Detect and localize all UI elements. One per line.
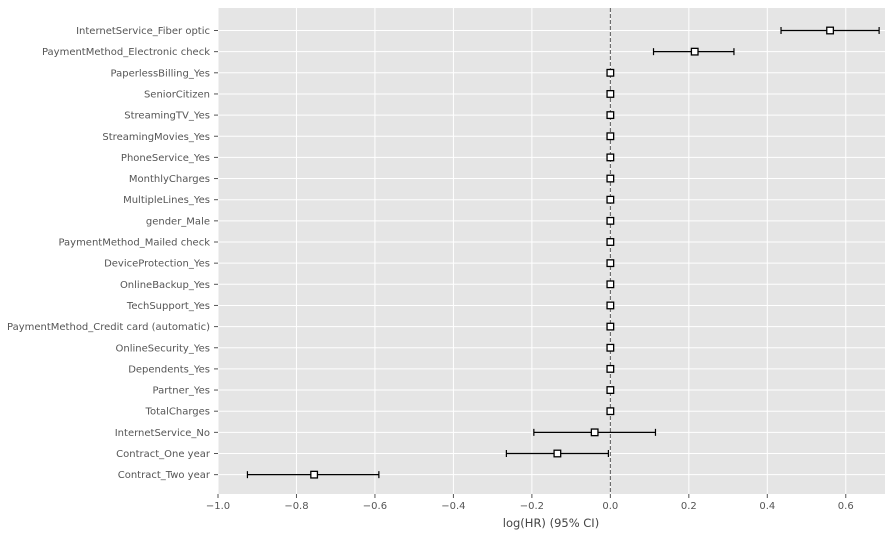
y-tick-label: PaymentMethod_Electronic check <box>42 47 210 58</box>
coef-marker <box>606 195 615 204</box>
coef-marker <box>606 216 615 225</box>
coef-marker <box>606 174 615 183</box>
y-tick-label: gender_Male <box>146 216 210 227</box>
coef-marker <box>690 47 699 56</box>
y-tick-label: Contract_Two year <box>118 470 211 481</box>
y-tick-label: SeniorCitizen <box>144 89 210 100</box>
coef-marker <box>606 407 615 416</box>
coef-marker <box>606 343 615 352</box>
coef-marker <box>606 90 615 98</box>
y-tick-label: TechSupport_Yes <box>126 301 210 312</box>
coef-marker <box>606 153 615 162</box>
x-tick-label: −0.2 <box>520 501 544 512</box>
y-tick-label: MonthlyCharges <box>129 174 210 185</box>
y-tick-label: InternetService_Fiber optic <box>76 26 210 37</box>
y-tick-label: Contract_One year <box>116 449 211 460</box>
y-tick-label: PaymentMethod_Credit card (automatic) <box>7 322 210 333</box>
x-tick-label: 0.4 <box>759 501 775 512</box>
x-tick-label: 0.2 <box>681 501 697 512</box>
y-tick-label: Dependents_Yes <box>128 364 210 375</box>
coef-marker <box>553 449 562 458</box>
coef-marker <box>826 26 835 35</box>
coef-marker <box>606 68 615 77</box>
x-tick-label: −0.8 <box>284 501 308 512</box>
coef-marker <box>606 386 615 394</box>
x-tick-label: −1.0 <box>206 501 230 512</box>
coef-marker <box>606 301 615 310</box>
y-tick-label: DeviceProtection_Yes <box>104 259 210 270</box>
coef-marker <box>310 470 319 479</box>
x-tick-label: 0.6 <box>838 501 854 512</box>
plot-background <box>218 8 885 494</box>
coef-marker <box>606 132 615 141</box>
y-tick-label: TotalCharges <box>145 407 210 418</box>
covariate-marks <box>246 26 880 479</box>
y-tick-label: OnlineBackup_Yes <box>120 280 210 291</box>
coef-marker <box>606 259 615 268</box>
coef-marker <box>606 322 615 331</box>
y-tick-label: PhoneService_Yes <box>121 153 210 164</box>
coef-marker <box>606 111 615 120</box>
y-axis-ticks: InternetService_Fiber optic PaymentMethod… <box>7 26 218 481</box>
coef-marker <box>606 238 615 246</box>
x-axis-ticks: −1.0 −0.8 −0.6 −0.4 −0.2 0.0 0.2 0.4 0.6 <box>206 494 854 512</box>
y-tick-label: Partner_Yes <box>153 386 211 397</box>
y-tick-label: PaymentMethod_Mailed check <box>58 238 210 249</box>
coef-marker <box>590 428 599 437</box>
x-tick-label: −0.6 <box>363 501 387 512</box>
y-tick-label: OnlineSecurity_Yes <box>116 343 210 354</box>
x-tick-label: 0.0 <box>602 501 618 512</box>
x-axis-label: log(HR) (95% CI) <box>503 516 599 530</box>
x-tick-label: −0.4 <box>441 501 465 512</box>
y-tick-label: InternetService_No <box>115 428 210 439</box>
y-tick-label: StreamingTV_Yes <box>124 111 210 122</box>
y-tick-label: MultipleLines_Yes <box>123 195 210 206</box>
coef-marker <box>606 280 615 289</box>
y-tick-label: PaperlessBilling_Yes <box>111 68 210 79</box>
y-tick-label: StreamingMovies_Yes <box>102 132 210 143</box>
coef-marker <box>606 364 615 373</box>
